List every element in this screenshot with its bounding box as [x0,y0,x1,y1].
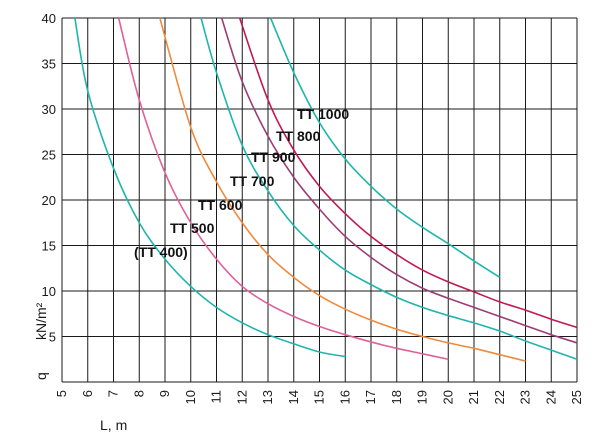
x-tick-label: 21 [466,390,481,404]
label-tt400: (TT 400) [134,244,188,260]
y-tick-label: 20 [42,193,56,208]
x-tick-label: 9 [157,390,172,397]
x-tick-label: 8 [131,390,146,397]
x-tick-label: 12 [234,390,249,404]
x-tick-label: 22 [492,390,507,404]
series-labels: TT 1000 TT 800 TT 900 TT 700 TT 600 TT 5… [134,106,349,260]
label-tt900: TT 900 [251,149,296,165]
x-tick-label: 15 [312,390,327,404]
x-tick-label: 24 [543,390,558,404]
series-line-5 [238,17,578,329]
x-tick-label: 13 [260,390,275,404]
x-tick-label: 6 [80,390,95,397]
y-tick-labels: 5 10 15 20 25 30 35 40 [42,11,56,345]
series-line-6 [269,17,501,279]
x-tick-label: 23 [518,390,533,404]
curves [74,17,578,362]
x-tick-label: 17 [363,390,378,404]
x-tick-label: 11 [209,390,224,404]
x-tick-label: 20 [440,390,455,404]
x-tick-label: 10 [183,390,198,404]
label-tt600: TT 600 [198,197,243,213]
y-tick-label: 35 [42,57,56,72]
x-tick-label: 14 [286,390,301,404]
series-line-1 [117,17,449,361]
y-tick-label: 15 [42,239,56,254]
y-tick-label: 25 [42,148,56,163]
y-axis-label-unit: kN/m² [33,302,49,340]
series-line-3 [200,17,578,361]
x-axis-label: L, m [100,417,127,433]
x-tick-label: 25 [569,390,584,404]
grid [61,17,578,383]
series-line-2 [159,17,526,362]
y-tick-label: 40 [42,11,56,26]
label-tt500: TT 500 [170,220,215,236]
x-tick-label: 19 [415,390,430,404]
y-tick-label: 10 [42,284,56,299]
x-tick-labels: 5 6 7 8 9 10 11 12 13 14 15 16 17 18 19 20 21 22 23 24 25 [54,390,584,404]
x-tick-label: 7 [106,390,121,397]
series-line-4 [220,17,578,344]
x-tick-label: 18 [389,390,404,404]
y-axis-label-q: q [33,372,49,380]
y-tick-label: 30 [42,102,56,117]
y-tick-label: 5 [49,330,56,345]
label-tt700: TT 700 [230,173,275,189]
x-tick-label: 16 [337,390,352,404]
series-line-0 [74,17,346,358]
x-tick-label: 5 [54,390,69,397]
label-tt800: TT 800 [276,128,321,144]
label-tt1000: TT 1000 [297,106,349,122]
